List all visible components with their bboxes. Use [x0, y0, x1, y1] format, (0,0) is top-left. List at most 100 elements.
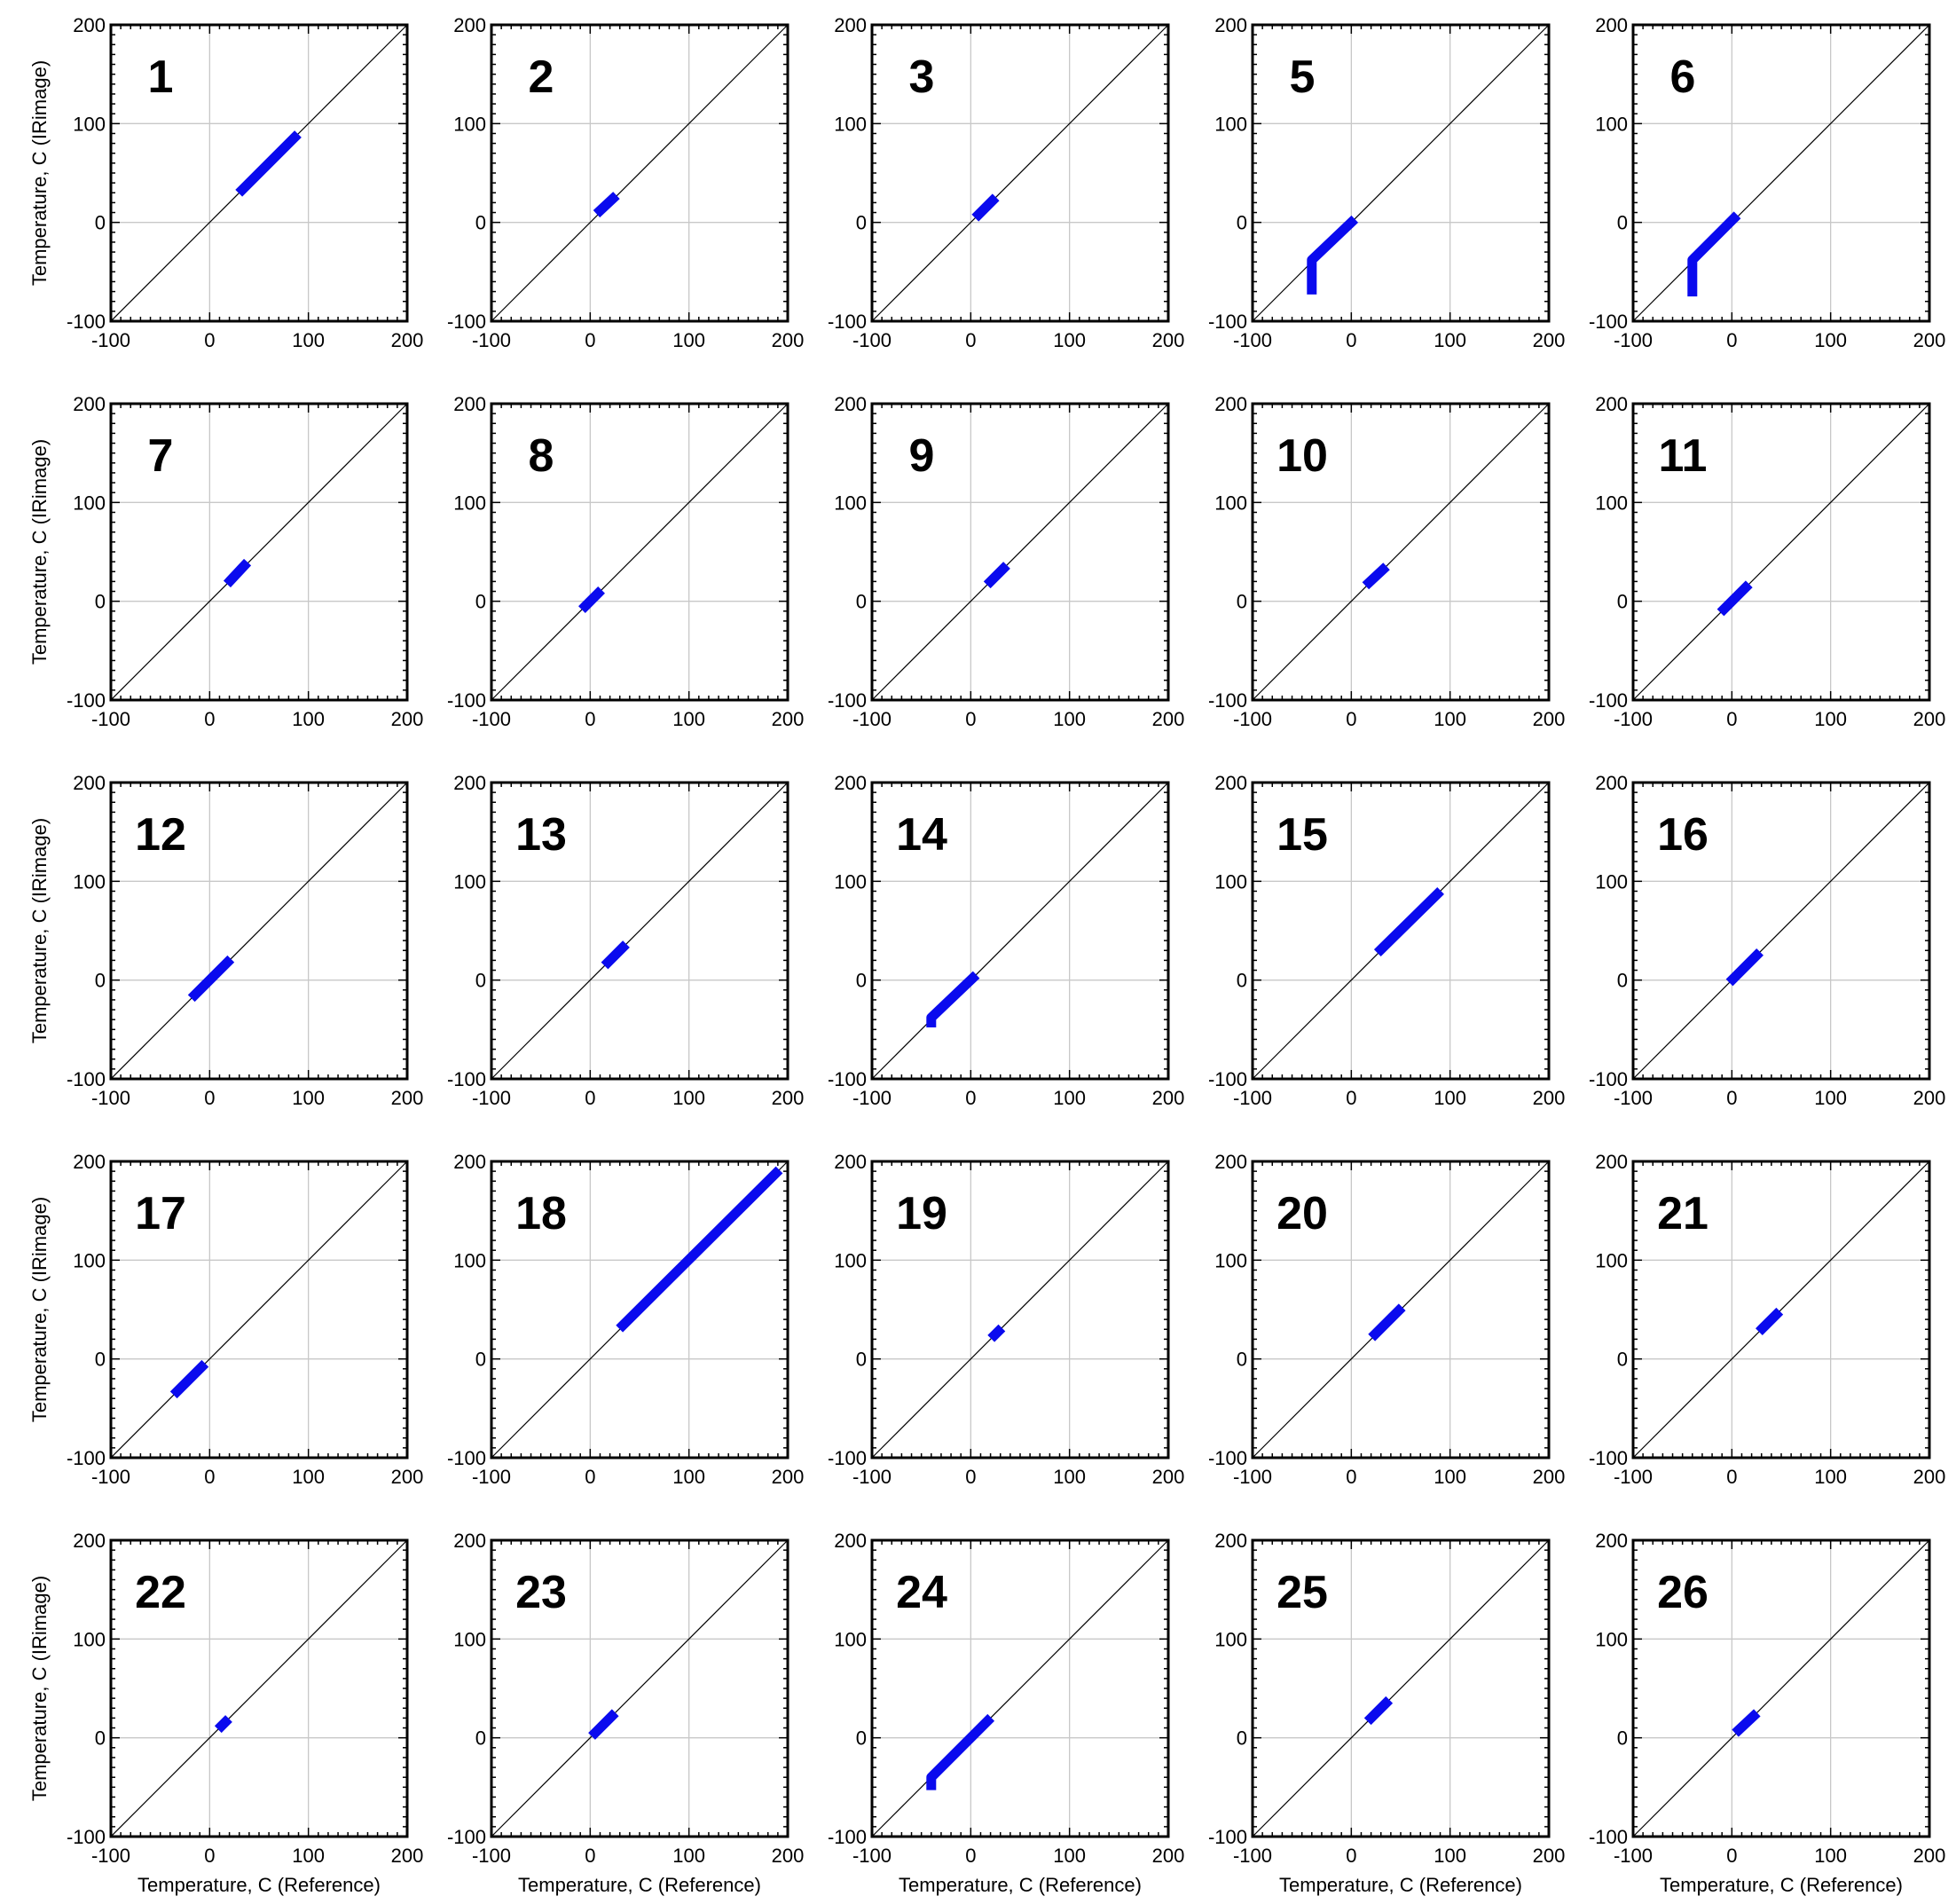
data-series-0 [1756, 1307, 1784, 1335]
data-series-0 [187, 955, 235, 1003]
y-tick-label: 0 [1237, 591, 1247, 613]
chart-panel-10: -100 0 100 200 -100 0 100 200 10 [1208, 393, 1565, 730]
y-tick-label: 200 [453, 14, 486, 36]
y-tick-label: 0 [1617, 591, 1628, 613]
x-tick-label: 0 [965, 708, 976, 730]
x-tick-label: 100 [1814, 1466, 1847, 1488]
x-tick-label: 100 [672, 1845, 705, 1867]
y-tick-label: 100 [453, 113, 486, 135]
y-tick-label: 100 [73, 1628, 106, 1650]
x-tick-label: 100 [1434, 1466, 1466, 1488]
x-tick-label: 200 [391, 708, 424, 730]
x-tick-label: 0 [965, 1466, 976, 1488]
x-tick-label: 0 [204, 1087, 215, 1109]
data-series-0 [1373, 887, 1444, 956]
x-tick-label: 200 [1152, 329, 1185, 351]
y-tick-label: 200 [453, 393, 486, 415]
panel-number-label: 11 [1659, 430, 1708, 482]
y-tick-label: -100 [1208, 1826, 1247, 1848]
data-series-0 [235, 130, 302, 197]
panel-number-label: 20 [1277, 1188, 1328, 1239]
x-tick-label: 200 [1913, 708, 1946, 730]
data-series-0 [616, 1166, 783, 1333]
reference-line [491, 782, 789, 1080]
y-tick-label: 100 [834, 870, 867, 893]
y-tick-label: -100 [67, 311, 106, 333]
x-tick-label: 100 [1434, 708, 1466, 730]
y-tick-label: 0 [95, 970, 106, 992]
y-tick-label: -100 [1208, 1068, 1247, 1090]
data-series-0 [601, 940, 630, 970]
y-tick-label: 0 [475, 1349, 486, 1371]
data-series-0 [578, 586, 605, 613]
data-series-0 [169, 1359, 209, 1399]
data-series-0 [1362, 563, 1390, 590]
x-tick-label: -100 [852, 1087, 892, 1109]
reference-line [1632, 782, 1930, 1080]
panel-number-label: 3 [909, 51, 935, 103]
y-tick-label: 100 [73, 870, 106, 893]
x-tick-label: 0 [1346, 1466, 1356, 1488]
x-tick-label: -100 [472, 1087, 511, 1109]
y-axis-label: Temperature, C (IRimage) [28, 1197, 51, 1422]
reference-line [1252, 403, 1550, 701]
plot-frame [490, 402, 789, 702]
x-tick-label: 200 [1913, 1845, 1946, 1867]
y-tick-label: 200 [834, 393, 867, 415]
data-series-0 [1732, 1709, 1761, 1737]
x-tick-label: 200 [1533, 1466, 1566, 1488]
x-tick-label: 100 [1053, 1466, 1086, 1488]
panel-number-label: 5 [1290, 51, 1316, 103]
x-tick-label: 100 [1814, 329, 1847, 351]
chart-panel-17: -100 0 100 200 -100 0 100 200 17 Temperature, C (… [28, 1151, 423, 1488]
panel-number-label: 19 [896, 1188, 947, 1239]
x-tick-label: 100 [292, 1087, 325, 1109]
x-tick-label: 200 [772, 1466, 805, 1488]
y-tick-label: -100 [1589, 1068, 1628, 1090]
plot-frame [870, 781, 1170, 1081]
y-tick-label: 200 [1595, 14, 1628, 36]
x-tick-label: 0 [1726, 329, 1737, 351]
x-tick-label: -100 [91, 1087, 130, 1109]
y-tick-label: -100 [447, 311, 486, 333]
data-series-0 [987, 1324, 1006, 1342]
y-tick-label: 200 [453, 1530, 486, 1552]
x-tick-label: 200 [772, 329, 805, 351]
y-tick-label: -100 [1208, 1447, 1247, 1469]
y-tick-label: 200 [834, 14, 867, 36]
plot-frame [490, 781, 789, 1081]
x-tick-label: 100 [672, 1466, 705, 1488]
x-tick-label: 100 [672, 1087, 705, 1109]
y-tick-label: -100 [1208, 311, 1247, 333]
x-tick-label: -100 [472, 329, 511, 351]
x-tick-label: 0 [585, 708, 595, 730]
data-series-0 [1363, 1696, 1394, 1726]
panel-number-label: 22 [135, 1567, 186, 1618]
x-tick-label: 100 [1053, 1087, 1086, 1109]
y-tick-label: 0 [475, 970, 486, 992]
x-tick-label: 200 [391, 329, 424, 351]
x-tick-label: 0 [585, 1087, 595, 1109]
y-tick-label: 100 [73, 492, 106, 514]
y-tick-label: -100 [1589, 1826, 1628, 1848]
panel-number-label: 21 [1657, 1188, 1709, 1239]
x-tick-label: -100 [1614, 1845, 1653, 1867]
reference-line [1632, 1160, 1930, 1459]
plot-frame [490, 1160, 789, 1459]
y-tick-label: 100 [453, 870, 486, 893]
chart-panel-7: -100 0 100 200 -100 0 100 200 7 Temperature, C (I… [28, 393, 423, 730]
x-tick-label: 200 [772, 1087, 805, 1109]
x-tick-label: 100 [1814, 1845, 1847, 1867]
y-tick-label: -100 [828, 1826, 867, 1848]
x-tick-label: 200 [772, 1845, 805, 1867]
reference-line [110, 403, 408, 701]
panel-number-label: 24 [896, 1567, 947, 1618]
x-tick-label: -100 [852, 1845, 892, 1867]
chart-panel-25: -100 0 100 200 -100 0 100 200 25 Temperature, C (… [1208, 1530, 1565, 1896]
y-tick-label: 100 [1214, 1249, 1247, 1271]
plot-frame [870, 1160, 1170, 1459]
y-axis-label: Temperature, C (IRimage) [28, 1576, 51, 1801]
plot-frame [109, 1160, 409, 1459]
y-tick-label: 100 [1595, 492, 1628, 514]
